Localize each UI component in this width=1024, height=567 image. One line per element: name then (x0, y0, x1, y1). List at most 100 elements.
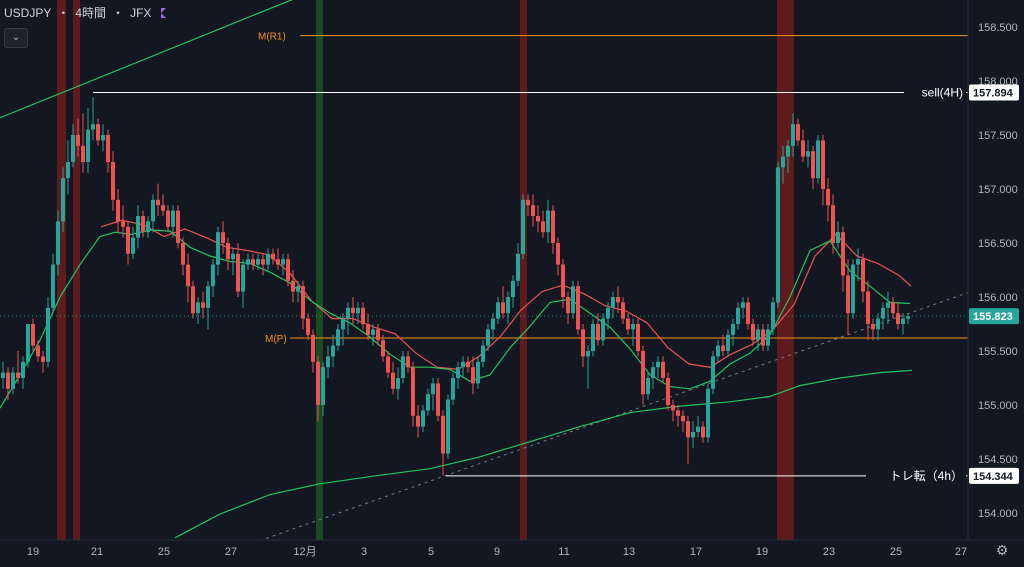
candle-body (76, 135, 80, 146)
candle-body (831, 205, 835, 243)
candle (266, 248, 270, 270)
candle-body (331, 345, 335, 357)
candle-body (191, 286, 195, 314)
candle-body (291, 280, 295, 292)
candle-body (591, 324, 595, 351)
candle (526, 194, 530, 216)
candle (771, 297, 775, 335)
candle-body (671, 405, 675, 411)
timeframe-label[interactable]: 4時間 (75, 6, 107, 20)
candle (121, 205, 125, 238)
candle-body (786, 145, 790, 157)
candle (836, 221, 840, 249)
price-badge-trend-change: 154.344 (973, 471, 1014, 483)
candle-body (36, 345, 40, 357)
candle-body (81, 145, 85, 162)
candle (611, 291, 615, 319)
candle-body (346, 307, 350, 319)
candle-body (381, 340, 385, 357)
candle (816, 135, 820, 184)
candle (531, 194, 535, 227)
candle-body (66, 162, 70, 179)
candle (41, 351, 45, 373)
candle (156, 183, 160, 216)
chart-settings-button[interactable]: ⚙ (994, 542, 1010, 558)
candle (571, 280, 575, 319)
moving-average-2 (174, 369, 913, 539)
candle-body (16, 372, 20, 378)
candle-body (701, 426, 705, 438)
time-axis-tick-0: 19 (27, 546, 39, 558)
candle-body (176, 210, 180, 243)
candle (821, 135, 825, 206)
symbol-label[interactable]: USDJPY (4, 5, 52, 20)
candle-body (391, 372, 395, 389)
candle-body (706, 388, 710, 438)
candle (31, 318, 35, 351)
candle (466, 356, 470, 373)
candle-body (266, 253, 270, 265)
candle-body (361, 307, 365, 324)
candle (901, 313, 905, 335)
candle-body (766, 329, 770, 346)
candle-body (116, 199, 120, 222)
candle (391, 361, 395, 395)
candle (811, 145, 815, 189)
price-axis-tick-0: 154.000 (978, 508, 1018, 520)
candle-body (741, 302, 745, 308)
level-mp-label: M(P) (265, 334, 287, 345)
candle (776, 162, 780, 308)
collapse-legend-button[interactable]: ⌄ (4, 28, 28, 48)
candle-body (286, 259, 290, 281)
time-axis-tick-7: 9 (494, 546, 500, 558)
candle-body (841, 232, 845, 276)
candle-body (206, 286, 210, 308)
candle-body (531, 205, 535, 216)
candle-body (796, 124, 800, 141)
candle-body (811, 151, 815, 179)
candle (211, 259, 215, 297)
candle (191, 280, 195, 319)
candle-body (126, 226, 130, 254)
candle-body (471, 367, 475, 384)
candle-body (166, 210, 170, 227)
candle-body (401, 356, 405, 378)
price-badge-current-bg (969, 308, 1019, 325)
candle-body (301, 286, 305, 319)
time-axis-background (0, 540, 1024, 562)
candle (586, 345, 590, 389)
candle (631, 318, 635, 346)
candle (271, 248, 275, 265)
candle (761, 324, 765, 351)
candle-body (871, 324, 875, 330)
level-mr1-label: M(R1) (258, 32, 286, 43)
candle (521, 194, 525, 260)
candle-body (86, 129, 90, 162)
candle (751, 318, 755, 346)
candle (876, 313, 880, 341)
candle (616, 286, 620, 314)
candle-body (476, 361, 480, 384)
candle-body (486, 329, 490, 346)
candle-body (306, 318, 310, 335)
candle-body (386, 356, 390, 373)
candle-body (646, 378, 650, 395)
candle (591, 318, 595, 357)
candle-body (91, 124, 95, 130)
candle (676, 405, 680, 427)
candle (406, 351, 410, 373)
candle (841, 226, 845, 292)
candle (311, 329, 315, 373)
candle-body (236, 253, 240, 292)
candle (576, 280, 580, 335)
candle (306, 313, 310, 341)
flag-icon[interactable] (161, 7, 167, 18)
candle (866, 280, 870, 341)
candle-body (351, 307, 355, 314)
level-trend-change-label-bg (866, 467, 966, 484)
candle (71, 124, 75, 168)
candle (396, 367, 400, 400)
candle (381, 334, 385, 362)
